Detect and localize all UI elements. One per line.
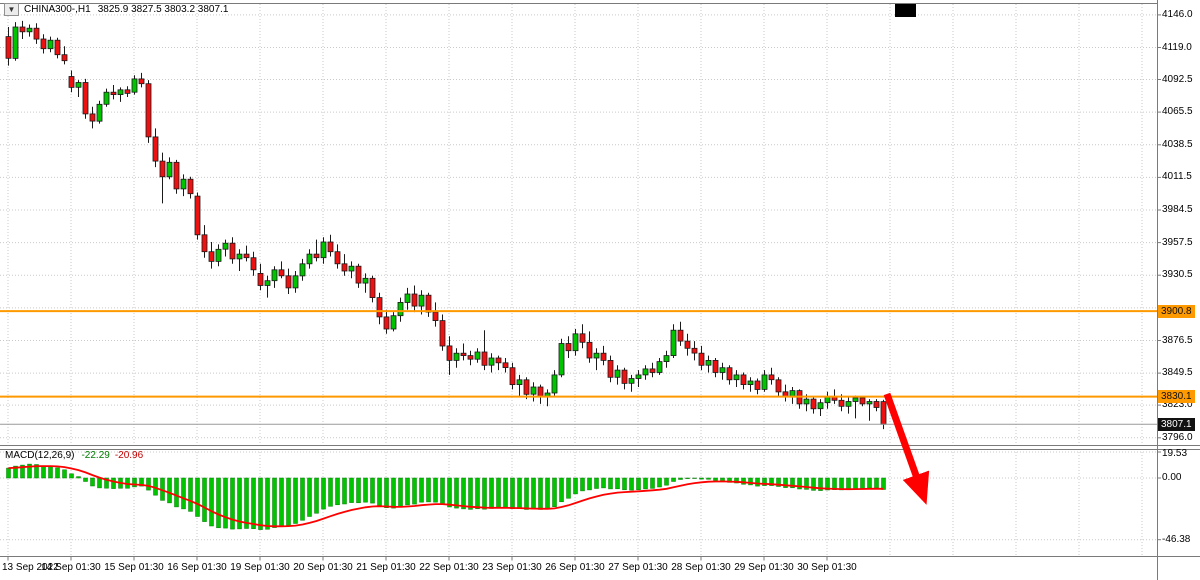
time-tick-label: 16 Sep 01:30 — [167, 562, 227, 573]
time-scale[interactable]: 13 Sep 2022 14 Sep 01:30 15 Sep 01:30 16 Se… — [0, 557, 1157, 580]
time-tick-label: 30 Sep 01:30 — [797, 562, 857, 573]
price-tick-label: 4119.0 — [1162, 41, 1192, 53]
price-tick-label: 4038.5 — [1162, 138, 1193, 150]
grid — [0, 4, 1157, 556]
time-tick-label: 13 Sep 2022 — [2, 562, 59, 573]
time-tick-label: 23 Sep 01:30 — [482, 562, 542, 573]
price-tick-label: 3984.5 — [1162, 204, 1193, 215]
macd-tick-label: 0.00 — [1162, 472, 1182, 483]
chart-symbol-title: CHINA300-,H1 — [24, 4, 91, 15]
macd-signal-value: -20.96 — [114, 450, 144, 461]
time-tick-label: 14 Sep 01:30 — [41, 562, 101, 573]
resistance-price-badge: 3900.8 — [1158, 304, 1195, 318]
candlestick-series — [5, 20, 887, 430]
support-price-badge: 3830.1 — [1158, 390, 1195, 404]
price-tick-label: 4065.5 — [1162, 106, 1193, 118]
price-tick-label: 4146.0 — [1162, 8, 1193, 20]
price-tick-label: 3823.0 — [1162, 399, 1193, 411]
time-tick-label: 22 Sep 01:30 — [419, 562, 479, 573]
time-tick-label: 28 Sep 01:30 — [671, 562, 731, 573]
price-tick-label: 4092.5 — [1162, 73, 1193, 85]
chart-ohlc-values: 3825.9 3827.5 3803.2 3807.1 — [97, 4, 229, 15]
chart-header: ▼ CHINA300-,H1 3825.9 3827.5 3803.2 3807… — [4, 3, 228, 16]
macd-name: MACD(12,26,9) — [5, 450, 75, 461]
macd-main-value: -22.29 — [81, 450, 110, 461]
chart-shift-marker[interactable] — [895, 4, 916, 17]
trend-arrow[interactable] — [883, 392, 930, 505]
macd-signal-line — [8, 465, 884, 528]
symbol-dropdown-button[interactable]: ▼ — [4, 3, 19, 16]
time-tick-label: 29 Sep 01:30 — [734, 562, 794, 573]
time-tick-label: 21 Sep 01:30 — [356, 562, 416, 573]
macd-tick-label: -46.38 — [1162, 533, 1191, 545]
time-tick-label: 27 Sep 01:30 — [608, 562, 668, 573]
price-scale[interactable]: 4146.0 4119.0 4092.5 4065.5 4038.5 4011.5 3984… — [1158, 0, 1200, 580]
price-tick-label: 4011.5 — [1162, 171, 1192, 183]
price-tick-label: 3849.5 — [1162, 367, 1193, 379]
time-tick-label: 19 Sep 01:30 — [230, 562, 290, 573]
macd-tick-label: 19.53 — [1162, 448, 1188, 459]
macd-histogram — [6, 463, 886, 530]
dropdown-arrow-icon: ▼ — [7, 5, 16, 14]
price-tick-label: 3957.5 — [1162, 236, 1193, 248]
price-tick-label: 3876.5 — [1162, 334, 1193, 346]
price-tick-label: 3930.5 — [1162, 269, 1193, 281]
price-tick-label: 3796.0 — [1162, 431, 1193, 443]
time-tick-label: 26 Sep 01:30 — [545, 562, 605, 573]
time-tick-label: 15 Sep 01:30 — [104, 562, 164, 573]
time-tick-label: 20 Sep 01:30 — [293, 562, 353, 573]
macd-indicator-label: MACD(12,26,9) -22.29 -20.96 — [5, 450, 143, 461]
bid-price-badge: 3807.1 — [1158, 417, 1195, 431]
